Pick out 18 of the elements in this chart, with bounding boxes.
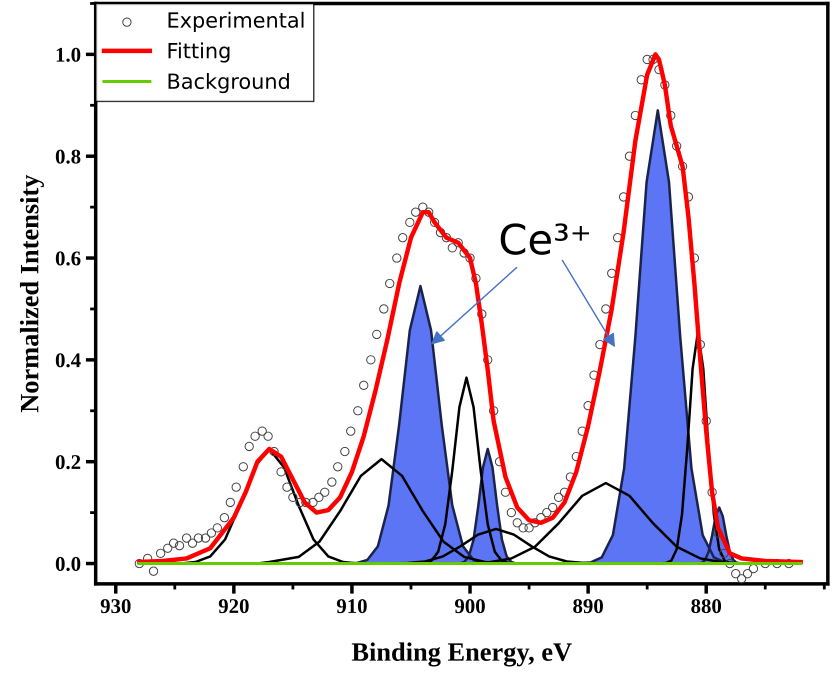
y-tick-label: 0.6	[56, 251, 80, 266]
legend-label: Background	[168, 72, 289, 94]
y-axis-title: Normalized Intensity	[20, 174, 44, 412]
x-tick-label: 880	[691, 599, 722, 614]
x-tick-label: 910	[336, 599, 367, 614]
y-tick-label: 0.4	[56, 353, 81, 368]
x-tick-label: 920	[218, 599, 249, 614]
y-tick-label: 1.0	[56, 48, 80, 62]
x-tick-label: 890	[573, 599, 603, 614]
y-tick-label: 0.2	[56, 455, 80, 470]
y-tick-label: 0.8	[56, 150, 80, 164]
x-axis-title: Binding Energy, eV	[352, 642, 572, 667]
x-tick-label: 930	[100, 599, 131, 614]
x-tick-label: 900	[454, 599, 485, 614]
y-tick-label: 0.0	[56, 556, 80, 572]
legend-label: Fitting	[168, 42, 230, 63]
annotation: Ce³⁺	[500, 223, 590, 255]
legend-label: Experimental	[168, 12, 304, 32]
